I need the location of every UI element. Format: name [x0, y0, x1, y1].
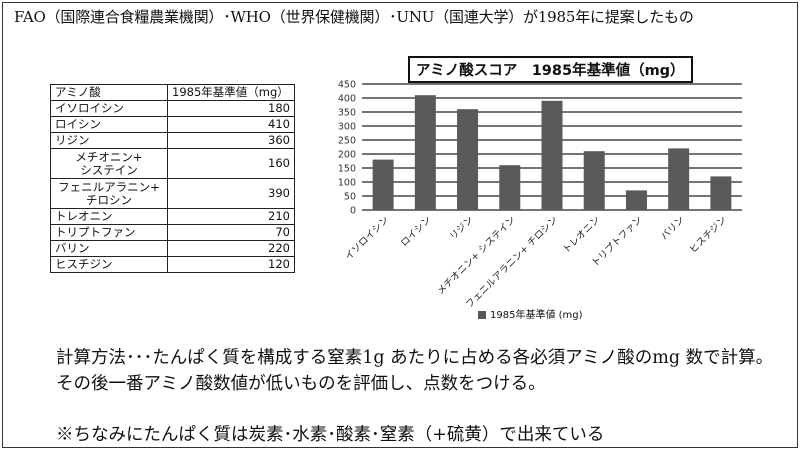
x-tick-label: ヒスチジン — [688, 214, 729, 255]
table-row: トレオニン 210 — [50, 208, 295, 225]
bar — [541, 100, 563, 210]
calculation-method-text: 計算方法･･･たんぱく質を構成する窒素1g あたりに占める各必須アミノ酸のmg … — [56, 348, 774, 394]
bar — [499, 165, 521, 210]
header-amino-acid: アミノ酸 — [50, 84, 168, 101]
amino-acid-table: アミノ酸 1985年基準値（mg） イソロイシン 180 ロイシン 410 リジン 360… — [50, 84, 295, 273]
table-row: ロイシン 410 — [50, 116, 295, 133]
x-tick-label: イソロイシン — [343, 214, 391, 262]
composition-note: ※ちなみにたんぱく質は炭素･水素･酸素･窒素（+硫黄）で出来ている — [56, 425, 605, 445]
y-tick-label: 300 — [338, 122, 356, 133]
chart-title: アミノ酸スコア 1985年基準値（mg） — [408, 56, 693, 83]
standard-value: 360 — [167, 132, 295, 149]
standard-value: 160 — [167, 148, 295, 179]
bar — [710, 176, 732, 210]
source-heading: FAO（国際連合食糧農業機関）･WHO（世界保健機関）･UNU（国連大学）が19… — [14, 8, 694, 26]
y-tick-label: 50 — [344, 192, 356, 203]
standard-value: 390 — [167, 178, 295, 209]
bar — [372, 159, 394, 210]
table-row: メチオニン+ システイン 160 — [50, 148, 295, 179]
amino-acid-name: トリプトファン — [50, 224, 168, 241]
amino-acid-name: ロイシン — [50, 116, 168, 133]
amino-acid-name: ヒスチジン — [50, 256, 168, 273]
standard-value: 180 — [167, 100, 295, 117]
amino-acid-name: リジン — [50, 132, 168, 149]
y-tick-label: 200 — [338, 150, 356, 161]
amino-acid-name: トレオニン — [50, 208, 168, 225]
bar — [583, 151, 605, 210]
bar — [414, 95, 436, 210]
standard-value: 70 — [167, 224, 295, 241]
bar — [668, 148, 690, 210]
table-row: イソロイシン 180 — [50, 100, 295, 117]
table-row: ヒスチジン 120 — [50, 256, 295, 273]
y-tick-label: 250 — [338, 136, 356, 147]
standard-value: 410 — [167, 116, 295, 133]
table-row: バリン 220 — [50, 240, 295, 257]
amino-acid-name: フェニルアラニン+ チロシン — [50, 178, 168, 209]
amino-acid-name: メチオニン+ システイン — [50, 148, 168, 179]
standard-value: 220 — [167, 240, 295, 257]
y-tick-label: 350 — [338, 108, 356, 119]
bar — [457, 109, 479, 210]
table-row: リジン 360 — [50, 132, 295, 149]
amino-acid-name: イソロイシン — [50, 100, 168, 117]
table-row: フェニルアラニン+ チロシン 390 — [50, 178, 295, 209]
y-tick-label: 450 — [338, 80, 356, 91]
x-tick-label: ロイシン — [399, 214, 434, 249]
x-tick-label: トレオニン — [561, 214, 602, 255]
x-tick-label: フェニルアラニン+ チロシン — [464, 214, 560, 310]
x-tick-label: バリン — [659, 214, 687, 242]
standard-value: 210 — [167, 208, 295, 225]
amino-acid-name: バリン — [50, 240, 168, 257]
legend-label: 1985年基準値 (mg) — [490, 310, 583, 321]
legend-swatch — [478, 311, 486, 319]
y-tick-label: 100 — [338, 178, 356, 189]
x-tick-label: リジン — [448, 214, 476, 242]
table-row: トリプトファン 70 — [50, 224, 295, 241]
chart-svg: 0 50 100 150 200 250 300 350 400 450 イソロイシン ロイシン リジン… — [338, 80, 742, 310]
table-header-row: アミノ酸 1985年基準値（mg） — [50, 84, 295, 101]
y-tick-label: 0 — [350, 206, 356, 217]
bar — [625, 190, 647, 210]
y-tick-label: 150 — [338, 164, 356, 175]
standard-value: 120 — [167, 256, 295, 273]
x-tick-label: メチオニン+ システイン — [435, 214, 518, 297]
chart-legend: 1985年基準値 (mg) — [478, 306, 583, 321]
y-tick-label: 400 — [338, 94, 356, 105]
amino-score-chart: アミノ酸スコア 1985年基準値（mg） 0 50 100 150 200 250 300 3… — [326, 44, 776, 334]
header-standard-value: 1985年基準値（mg） — [167, 84, 295, 101]
